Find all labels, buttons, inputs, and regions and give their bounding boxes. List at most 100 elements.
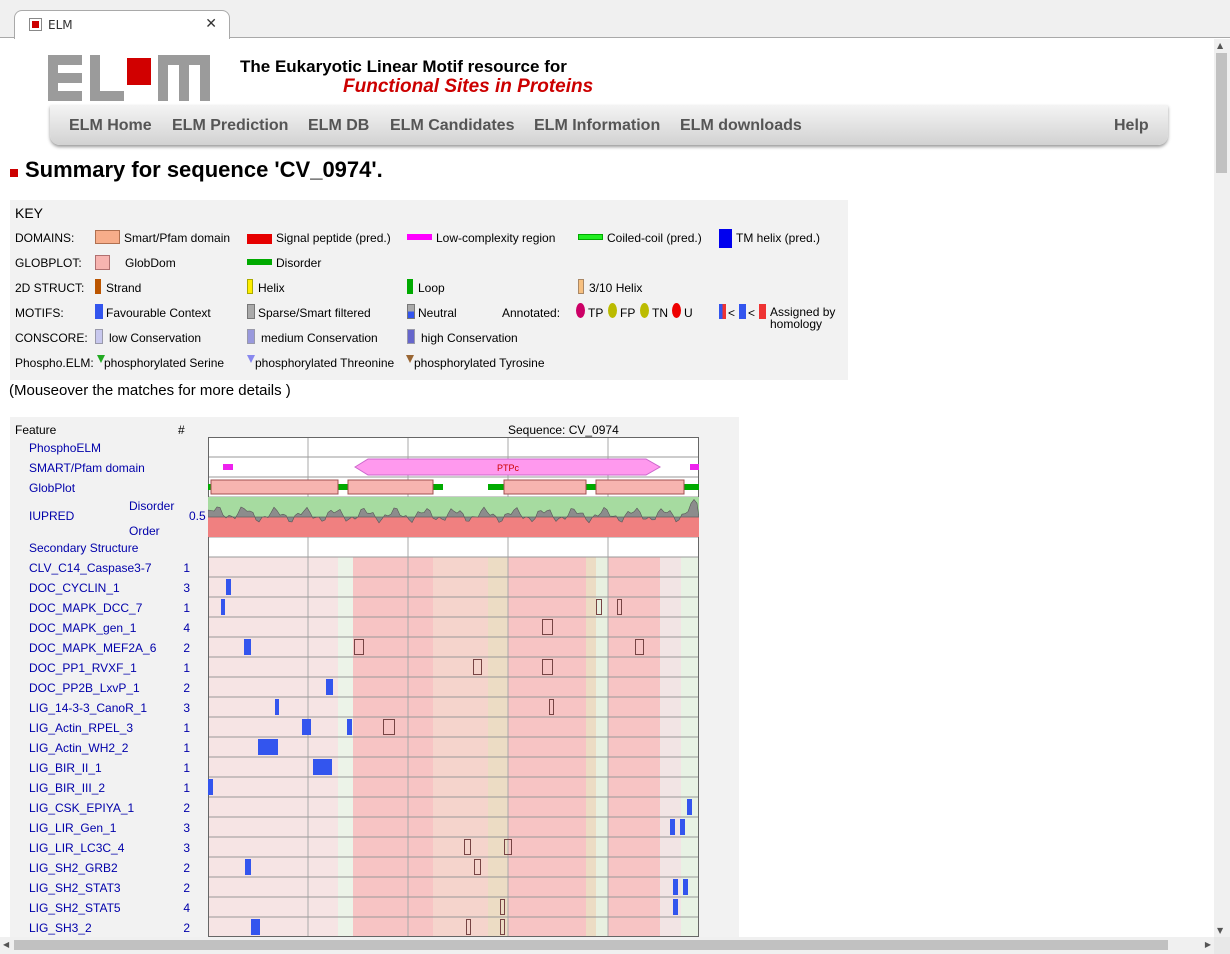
motif-match-mark bbox=[354, 639, 364, 655]
motif-match-mark bbox=[500, 899, 505, 915]
motif-label-lig-14-3-3-canor-1[interactable]: LIG_14-3-3_CanoR_1 bbox=[29, 701, 148, 715]
coiled-swatch bbox=[578, 234, 603, 240]
motif-count: 2 bbox=[183, 921, 190, 935]
motif-label-lig-sh2-stat3[interactable]: LIG_SH2_STAT3 bbox=[29, 881, 121, 895]
motif-label-doc-mapk-mef2a-6[interactable]: DOC_MAPK_MEF2A_6 bbox=[29, 641, 157, 655]
key-lowcomplex: Low-complexity region bbox=[436, 231, 556, 245]
track-smart-pfam[interactable]: SMART/Pfam domain bbox=[29, 461, 145, 475]
motif-label-doc-mapk-dcc-7[interactable]: DOC_MAPK_DCC_7 bbox=[29, 601, 143, 615]
homology-swatch-1 bbox=[719, 304, 726, 319]
key-loop: Loop bbox=[418, 281, 445, 295]
track-iupred[interactable]: IUPRED bbox=[29, 509, 75, 523]
ptpc-label: PTPc bbox=[497, 463, 520, 473]
nav-elm-db[interactable]: ELM DB bbox=[308, 117, 370, 134]
key-high-cons: high Conservation bbox=[421, 331, 518, 345]
motif-label-doc-mapk-gen-1[interactable]: DOC_MAPK_gen_1 bbox=[29, 621, 137, 635]
globdom-mark bbox=[347, 479, 434, 495]
motif-label-clv-c14-caspase3-7[interactable]: CLV_C14_Caspase3-7 bbox=[29, 561, 152, 575]
key-motifs-label: MOTIFS: bbox=[15, 306, 64, 320]
conservation-band bbox=[586, 557, 596, 937]
key-coiled: Coiled-coil (pred.) bbox=[607, 231, 702, 245]
motif-label-doc-pp2b-lxvp-1[interactable]: DOC_PP2B_LxvP_1 bbox=[29, 681, 140, 695]
motif-match-mark bbox=[226, 579, 231, 595]
motif-count: 1 bbox=[183, 741, 190, 755]
motif-match-mark bbox=[504, 839, 512, 855]
nav-elm-home[interactable]: ELM Home bbox=[69, 117, 152, 134]
motif-match-mark bbox=[326, 679, 333, 695]
motif-label-lig-actin-rpel-3[interactable]: LIG_Actin_RPEL_3 bbox=[29, 721, 134, 735]
elm-logo[interactable] bbox=[48, 55, 210, 101]
key-favourable: Favourable Context bbox=[106, 306, 211, 320]
horizontal-scrollbar[interactable]: ◀ ▶ bbox=[0, 937, 1214, 954]
motif-match-mark bbox=[244, 639, 251, 655]
scroll-left-icon[interactable]: ◀ bbox=[3, 940, 10, 949]
lowcomplex-swatch bbox=[407, 234, 432, 240]
motif-label-lig-bir-iii-2[interactable]: LIG_BIR_III_2 bbox=[29, 781, 106, 795]
motif-match-mark bbox=[466, 919, 471, 935]
track-phosphoelm[interactable]: PhosphoELM bbox=[29, 441, 102, 455]
motif-match-mark bbox=[275, 699, 279, 715]
lowcomplex-mark bbox=[690, 464, 699, 470]
motif-label-lig-sh2-stat5[interactable]: LIG_SH2_STAT5 bbox=[29, 901, 121, 915]
track-globplot[interactable]: GlobPlot bbox=[29, 481, 76, 495]
motif-label-lig-sh2-grb2[interactable]: LIG_SH2_GRB2 bbox=[29, 861, 118, 875]
key-low-cons: low Conservation bbox=[109, 331, 202, 345]
sparse-swatch bbox=[247, 304, 255, 319]
u-icon bbox=[672, 303, 681, 318]
motif-match-mark bbox=[617, 599, 622, 615]
scroll-up-icon[interactable]: ▲ bbox=[1217, 41, 1224, 50]
motif-match-mark bbox=[687, 799, 692, 815]
key-globdom: GlobDom bbox=[125, 256, 176, 270]
key-homology-lt-2: < bbox=[748, 306, 756, 320]
motif-label-lig-sh3-2[interactable]: LIG_SH3_2 bbox=[29, 921, 92, 935]
close-tab-icon[interactable]: ✕ bbox=[205, 16, 217, 32]
tab-title: ELM bbox=[48, 18, 73, 32]
key-domains-label: DOMAINS: bbox=[15, 231, 75, 245]
motif-match-mark bbox=[221, 599, 225, 615]
motif-label-lig-bir-ii-1[interactable]: LIG_BIR_II_1 bbox=[29, 761, 102, 775]
key-tm: TM helix (pred.) bbox=[736, 231, 821, 245]
vertical-scroll-thumb[interactable] bbox=[1216, 53, 1227, 173]
iupred-order-label: Order bbox=[129, 524, 160, 538]
browser-tab[interactable]: ELM ✕ bbox=[14, 10, 230, 39]
lowcomplex-mark bbox=[223, 464, 233, 470]
nav-elm-candidates[interactable]: ELM Candidates bbox=[390, 117, 515, 134]
key-annotated-label: Annotated: bbox=[502, 306, 561, 320]
nav-elm-downloads[interactable]: ELM downloads bbox=[680, 117, 802, 134]
homology-swatch-3 bbox=[759, 304, 766, 319]
page-title: Summary for sequence 'CV_0974'. bbox=[25, 157, 383, 182]
motif-label-doc-pp1-rvxf-1[interactable]: DOC_PP1_RVXF_1 bbox=[29, 661, 137, 675]
key-med-cons: medium Conservation bbox=[261, 331, 378, 345]
nav-elm-prediction[interactable]: ELM Prediction bbox=[172, 117, 289, 134]
motif-match-mark bbox=[464, 839, 471, 855]
motif-label-lig-lir-gen-1[interactable]: LIG_LIR_Gen_1 bbox=[29, 821, 117, 835]
motif-count: 2 bbox=[183, 861, 190, 875]
motif-match-mark bbox=[673, 879, 678, 895]
sequence-plot: PTPc bbox=[208, 437, 699, 937]
horizontal-scroll-thumb[interactable] bbox=[14, 940, 1168, 950]
motif-match-mark bbox=[473, 659, 482, 675]
track-secondary-structure[interactable]: Secondary Structure bbox=[29, 541, 139, 555]
key-conscore-label: CONSCORE: bbox=[15, 331, 88, 345]
tagline-secondary: Functional Sites in Proteins bbox=[343, 76, 594, 97]
conservation-band bbox=[353, 557, 433, 937]
conservation-band bbox=[433, 557, 488, 937]
iupred-order-area bbox=[208, 517, 699, 537]
scroll-right-icon[interactable]: ▶ bbox=[1204, 940, 1211, 949]
motif-count: 4 bbox=[183, 621, 190, 635]
key-homology-1: Assigned by bbox=[770, 305, 836, 319]
motif-count: 3 bbox=[183, 701, 190, 715]
nav-help[interactable]: Help bbox=[1114, 117, 1149, 134]
motif-label-lig-actin-wh2-2[interactable]: LIG_Actin_WH2_2 bbox=[29, 741, 129, 755]
motif-label-doc-cyclin-1[interactable]: DOC_CYCLIN_1 bbox=[29, 581, 120, 595]
motif-match-mark bbox=[251, 919, 260, 935]
motif-label-lig-csk-epiya-1[interactable]: LIG_CSK_EPIYA_1 bbox=[29, 801, 135, 815]
vertical-scrollbar[interactable]: ▲ ▼ bbox=[1214, 39, 1230, 937]
motif-label-lig-lir-lc3c-4[interactable]: LIG_LIR_LC3C_4 bbox=[29, 841, 125, 855]
scroll-down-icon[interactable]: ▼ bbox=[1217, 926, 1224, 935]
motif-count: 1 bbox=[183, 561, 190, 575]
motif-match-mark bbox=[474, 859, 481, 875]
tn-icon bbox=[640, 303, 649, 318]
tm-swatch bbox=[719, 229, 732, 248]
nav-elm-information[interactable]: ELM Information bbox=[534, 117, 661, 134]
